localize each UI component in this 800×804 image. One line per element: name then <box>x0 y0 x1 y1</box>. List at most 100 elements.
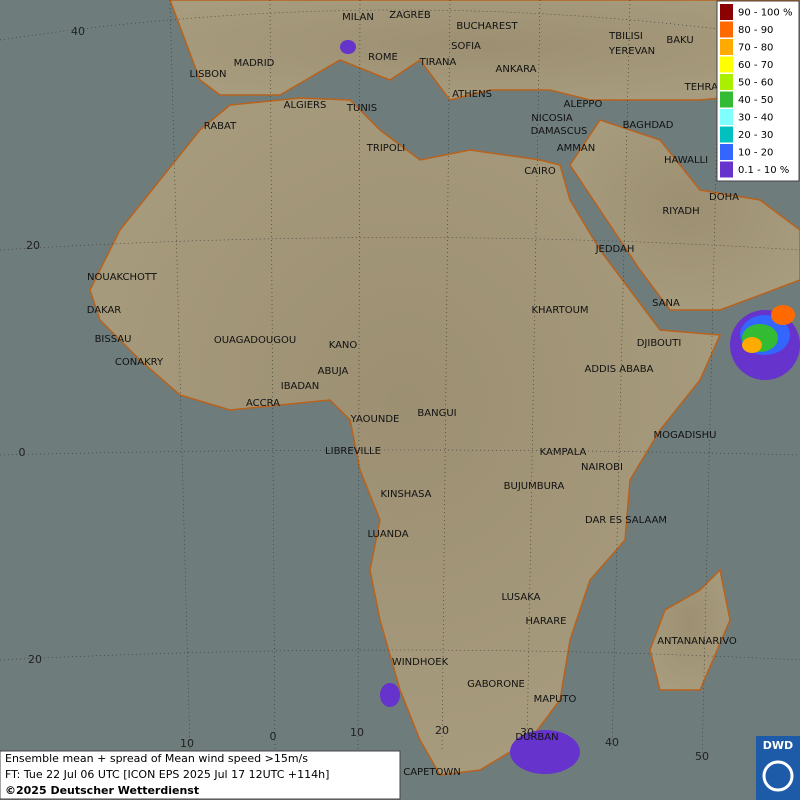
city-label: LUSAKA <box>502 592 541 603</box>
land <box>89 0 800 776</box>
city-label: IBADAN <box>281 381 320 392</box>
city-label: TBILISI <box>608 31 643 42</box>
city-label: ROME <box>368 52 398 63</box>
city-label: ACCRA <box>246 398 280 409</box>
city-label: RIYADH <box>662 206 699 217</box>
city-label: YEREVAN <box>608 46 655 57</box>
legend-swatch <box>720 4 733 20</box>
caption: Ensemble mean + spread of Mean wind spee… <box>0 750 401 800</box>
city-label: ABUJA <box>318 366 349 377</box>
city-label: GABORONE <box>467 679 525 690</box>
city-label: ALGIERS <box>284 100 327 111</box>
city-label: HARARE <box>525 616 566 627</box>
lat-label: 20 <box>28 653 42 666</box>
city-label: ALEPPO <box>564 99 603 110</box>
lat-label: 20 <box>26 239 40 252</box>
logo-text: DWD <box>763 739 793 752</box>
legend-swatch <box>720 56 733 73</box>
city-label: WINDHOEK <box>392 657 449 668</box>
city-label: TUNIS <box>346 103 377 114</box>
wind-areas <box>340 40 800 774</box>
city-label: SOFIA <box>451 41 481 52</box>
legend-label: 40 - 50 <box>738 95 773 106</box>
caption-box <box>0 750 401 800</box>
city-label: SANA <box>652 298 680 309</box>
lon-label: 50 <box>695 750 709 763</box>
legend-swatch <box>720 144 733 160</box>
city-label: NAIROBI <box>581 462 623 473</box>
city-label: LUANDA <box>367 529 408 540</box>
city-label: NICOSIA <box>531 113 573 124</box>
city-label: MADRID <box>234 58 275 69</box>
legend-swatch <box>720 21 733 38</box>
city-label: MOGADISHU <box>654 430 717 441</box>
logo: DWD <box>756 736 800 800</box>
legend-swatch <box>720 39 733 55</box>
legend-label: 90 - 100 % <box>738 8 792 19</box>
city-label: ATHENS <box>452 89 492 100</box>
city-label: ZAGREB <box>389 10 431 21</box>
legend-label: 80 - 90 <box>738 25 773 36</box>
city-label: DAR ES SALAAM <box>585 515 667 526</box>
caption-line: FT: Tue 22 Jul 06 UTC [ICON EPS 2025 Jul… <box>5 768 329 781</box>
caption-line: Ensemble mean + spread of Mean wind spee… <box>5 752 308 765</box>
graticule <box>0 0 800 761</box>
city-label: BUCHAREST <box>456 21 518 32</box>
legend-label: 50 - 60 <box>738 78 773 89</box>
city-label: DJIBOUTI <box>637 338 682 349</box>
lon-label: 40 <box>605 736 619 749</box>
city-label: HAWALLI <box>664 155 708 166</box>
lon-label: 20 <box>435 724 449 737</box>
graticule-labels: 40 20 0 20 10 0 10 20 30 40 50 <box>19 25 710 763</box>
city-label: AMMAN <box>557 143 595 154</box>
caption-line: ©2025 Deutscher Wetterdienst <box>5 784 199 797</box>
city-label: TIRANA <box>419 57 457 68</box>
city-label: NOUAKCHOTT <box>87 272 158 283</box>
legend: 90 - 100 % 80 - 90 70 - 80 60 - 70 50 - 60 40… <box>716 0 800 182</box>
city-label: ANTANANARIVO <box>657 636 737 647</box>
legend-label: 30 - 40 <box>738 113 773 124</box>
city-label: YAOUNDE <box>350 414 400 425</box>
legend-swatch <box>720 109 733 125</box>
city-label: RABAT <box>204 121 237 132</box>
lon-label: 30 <box>520 726 534 739</box>
city-label: TRIPOLI <box>366 143 405 154</box>
city-label: LISBON <box>190 69 227 80</box>
lat-label: 0 <box>19 446 26 459</box>
city-label: CAPETOWN <box>403 767 461 778</box>
legend-swatch <box>720 91 733 108</box>
city-label: KHARTOUM <box>531 305 588 316</box>
city-label: LIBREVILLE <box>325 446 381 457</box>
city-label: BISSAU <box>95 334 132 345</box>
city-label: MILAN <box>342 12 374 23</box>
city-label: KINSHASA <box>380 489 431 500</box>
legend-label: 20 - 30 <box>738 130 773 141</box>
lon-label: 10 <box>180 737 194 750</box>
city-label: ADDIS ABABA <box>585 364 654 375</box>
legend-label: 10 - 20 <box>738 148 773 159</box>
lon-label: 10 <box>350 726 364 739</box>
city-label: BAGHDAD <box>623 120 674 131</box>
city-label: JEDDAH <box>595 244 635 255</box>
city-label: CONAKRY <box>115 357 164 368</box>
legend-label: 0.1 - 10 % <box>738 165 789 176</box>
legend-swatch <box>720 74 733 90</box>
city-label: KANO <box>329 340 358 351</box>
city-label: DURBAN <box>515 732 558 743</box>
lon-label: 0 <box>270 730 277 743</box>
lat-label: 40 <box>71 25 85 38</box>
city-label: ANKARA <box>496 64 537 75</box>
city-label: KAMPALA <box>540 447 587 458</box>
city-label: MAPUTO <box>534 694 577 705</box>
legend-label: 70 - 80 <box>738 43 773 54</box>
city-label: BANGUI <box>417 408 456 419</box>
legend-swatch <box>720 126 733 143</box>
city-label: TEHRAN <box>684 82 726 93</box>
city-label: DOHA <box>709 192 739 203</box>
logo-icon <box>762 760 794 792</box>
city-label: OUAGADOUGOU <box>214 335 296 346</box>
legend-label: 60 - 70 <box>738 60 773 71</box>
city-label: CAIRO <box>524 166 556 177</box>
city-label: DAKAR <box>87 305 122 316</box>
